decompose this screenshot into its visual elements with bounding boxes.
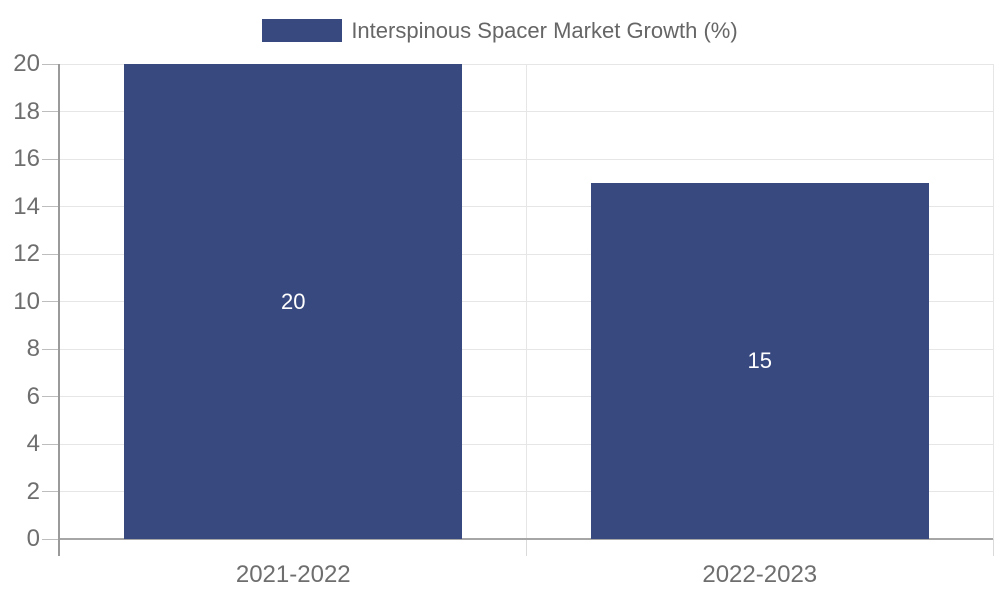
chart-legend[interactable]: Interspinous Spacer Market Growth (%)	[0, 19, 1000, 42]
y-tick-mark	[42, 491, 60, 492]
x-axis-label: 2021-2022	[235, 561, 351, 588]
x-tick-mark	[526, 539, 527, 556]
y-tick-label: 4	[26, 430, 40, 457]
y-tick-label: 14	[13, 192, 40, 220]
y-tick-label: 0	[26, 525, 40, 552]
y-tick-label: 16	[13, 145, 40, 172]
legend-label: Interspinous Spacer Market Growth (%)	[351, 18, 738, 43]
bar[interactable]	[590, 182, 929, 539]
y-tick-mark	[42, 443, 60, 445]
bar-value-label: 15	[747, 347, 772, 373]
y-axis-line	[58, 64, 60, 556]
y-tick-mark	[42, 348, 60, 350]
legend-swatch	[262, 19, 343, 42]
x-axis-line	[60, 538, 993, 540]
y-tick-mark	[42, 111, 60, 112]
y-tick-label: 12	[13, 240, 40, 267]
y-tick-label: 10	[13, 287, 40, 315]
y-tick-mark	[42, 538, 60, 540]
y-tick-mark	[42, 396, 60, 397]
y-tick-label: 20	[13, 50, 40, 77]
bar-value-label: 20	[281, 288, 306, 314]
bar[interactable]	[124, 64, 463, 539]
y-tick-mark	[42, 63, 60, 65]
x-tick-mark	[992, 539, 994, 556]
gridline-vertical	[526, 64, 527, 539]
gridline-vertical	[992, 64, 994, 539]
y-tick-mark	[42, 253, 60, 255]
x-axis-label: 2022-2023	[702, 561, 818, 588]
y-tick-label: 8	[26, 335, 40, 362]
y-tick-label: 18	[13, 97, 40, 125]
y-tick-mark	[42, 206, 60, 207]
y-tick-label: 6	[26, 382, 40, 410]
y-tick-mark	[42, 158, 60, 160]
y-tick-mark	[42, 301, 60, 302]
y-tick-label: 2	[26, 477, 40, 505]
